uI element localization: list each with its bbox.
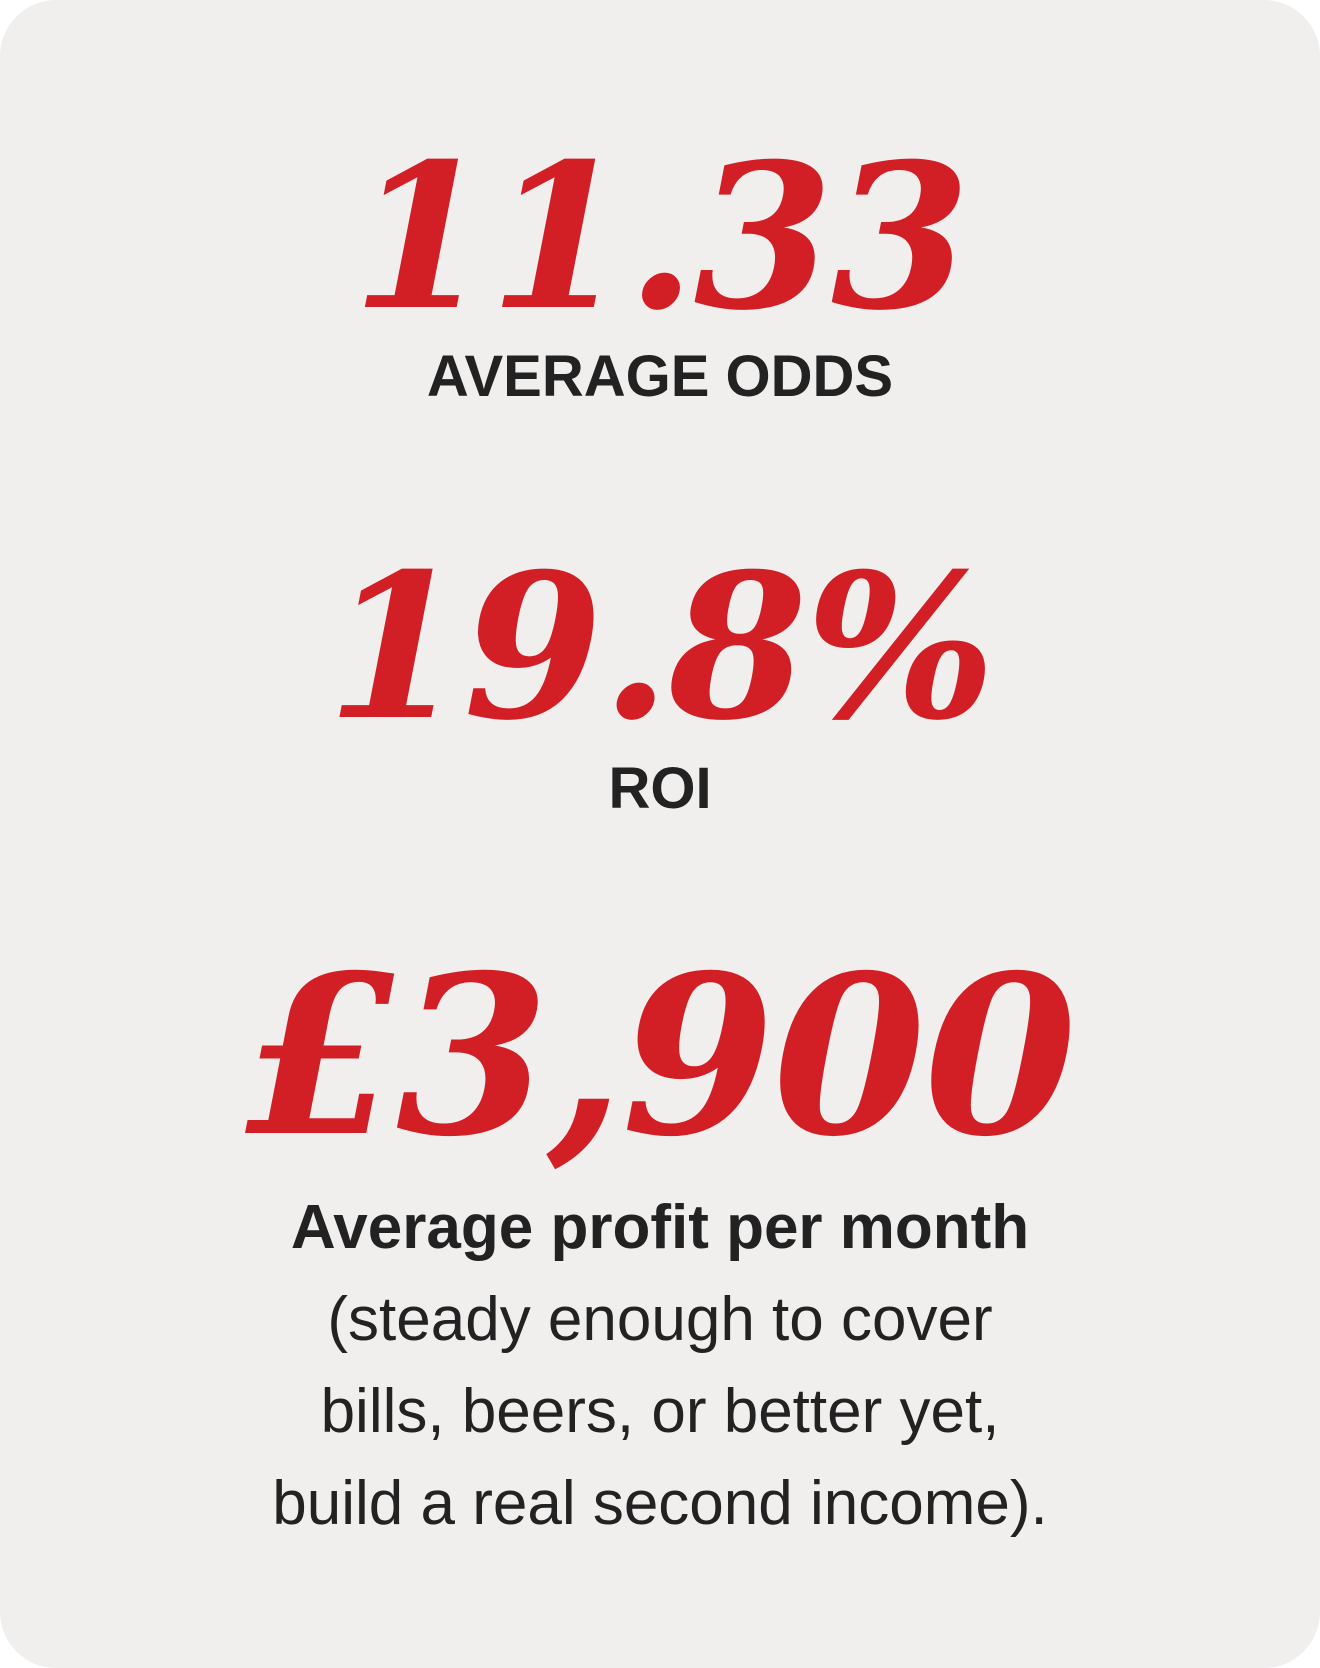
average-odds-value: 11.33 [351, 120, 970, 355]
monthly-profit-description: Average profit per month (steady enough … [0, 1182, 1320, 1550]
description-line: build a real second income). [272, 1469, 1048, 1538]
monthly-profit-value: £3,900 [245, 926, 1077, 1185]
description-line: (steady enough to cover [327, 1285, 993, 1354]
roi-value: 19.8% [326, 530, 995, 765]
monthly-profit-label: Average profit per month [290, 1193, 1030, 1262]
average-odds-label: AVERAGE ODDS [426, 344, 894, 409]
description-line: bills, beers, or better yet, [320, 1377, 1000, 1446]
roi-label: ROI [608, 756, 712, 821]
